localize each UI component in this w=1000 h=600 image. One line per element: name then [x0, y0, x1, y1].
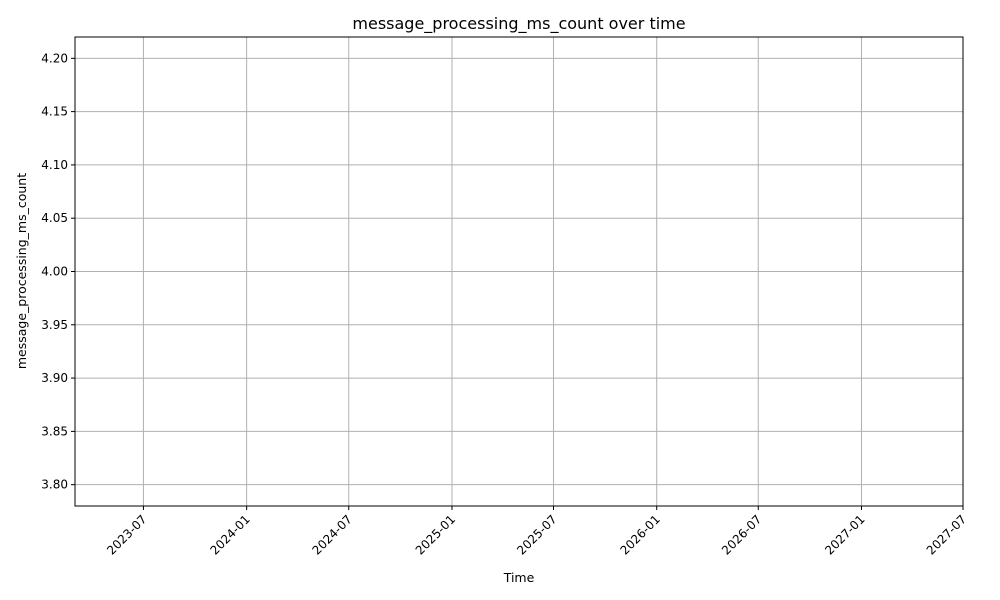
- y-axis-label: message_processing_ms_count: [14, 173, 29, 369]
- x-tick-label: 2026-01: [617, 512, 662, 557]
- y-tick-label: 4.05: [41, 211, 68, 225]
- x-axis: 2023-07 2024-01 2024-07 2025-01 2025-07 2026-…: [104, 506, 969, 558]
- x-tick-label: 2027-01: [822, 512, 867, 557]
- x-tick-label: 2027-07: [924, 512, 969, 557]
- chart-title: message_processing_ms_count over time: [352, 14, 685, 34]
- y-tick-label: 3.90: [41, 371, 68, 385]
- x-tick-label: 2025-07: [514, 512, 559, 557]
- y-tick-label: 3.85: [41, 424, 68, 438]
- x-tick-label: 2026-07: [719, 512, 764, 557]
- x-tick-label: 2024-01: [207, 512, 252, 557]
- y-tick-label: 4.00: [41, 265, 68, 279]
- y-tick-label: 3.80: [41, 478, 68, 492]
- grid: [75, 37, 964, 506]
- x-tick-label: 2025-01: [413, 512, 458, 557]
- y-axis: 3.80 3.85 3.90 3.95 4.00 4.05 4.10 4.15 4.20: [41, 51, 75, 492]
- y-tick-label: 4.20: [41, 51, 68, 65]
- x-tick-label: 2023-07: [104, 512, 149, 557]
- x-tick-label: 2024-07: [310, 512, 355, 557]
- y-tick-label: 4.10: [41, 158, 68, 172]
- y-tick-label: 4.15: [41, 105, 68, 119]
- y-tick-label: 3.95: [41, 318, 68, 332]
- x-axis-label: Time: [503, 570, 535, 585]
